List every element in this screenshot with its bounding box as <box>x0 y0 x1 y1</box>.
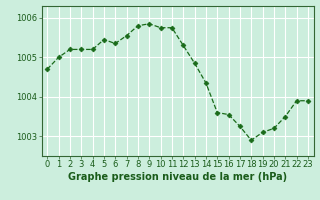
X-axis label: Graphe pression niveau de la mer (hPa): Graphe pression niveau de la mer (hPa) <box>68 172 287 182</box>
